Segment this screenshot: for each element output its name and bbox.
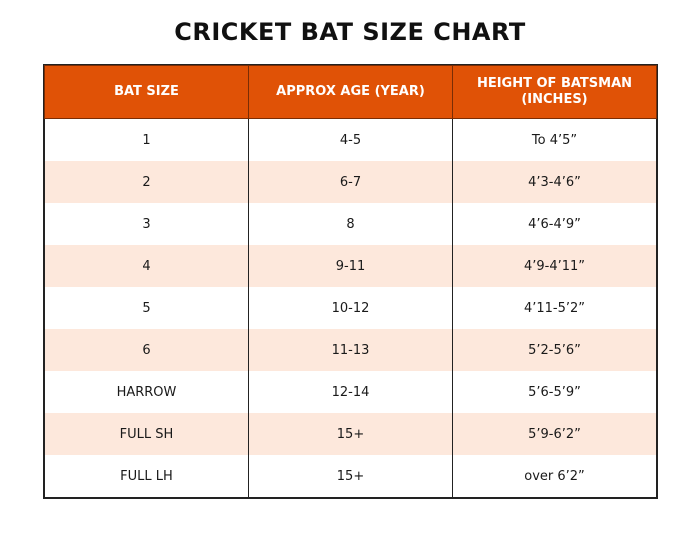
cell-approx-age: 11-13 [248,329,453,371]
table-row: 2 6-7 4’3-4’6” [44,161,657,203]
cell-bat-size: 3 [44,203,249,245]
cell-bat-size: FULL SH [44,413,249,455]
table-row: 5 10-12 4’11-5’2” [44,287,657,329]
cell-height: To 4’5” [452,118,657,161]
table-row: HARROW 12-14 5’6-5’9” [44,371,657,413]
cell-approx-age: 6-7 [248,161,453,203]
page-title: CRICKET BAT SIZE CHART [174,18,526,46]
cell-height: over 6’2” [452,455,657,498]
header-bat-size: BAT SIZE [44,65,249,119]
cell-approx-age: 12-14 [248,371,453,413]
cell-bat-size: 2 [44,161,249,203]
cell-height: 4’9-4’11” [452,245,657,287]
cell-height: 4’3-4’6” [452,161,657,203]
cell-approx-age: 9-11 [248,245,453,287]
table-header-row: BAT SIZE APPROX AGE (YEAR) HEIGHT OF BAT… [44,65,657,119]
bat-size-table: BAT SIZE APPROX AGE (YEAR) HEIGHT OF BAT… [43,64,658,499]
cell-approx-age: 15+ [248,413,453,455]
cell-bat-size: 6 [44,329,249,371]
cell-height: 4’11-5’2” [452,287,657,329]
table-row: FULL LH 15+ over 6’2” [44,455,657,498]
cell-bat-size: FULL LH [44,455,249,498]
header-height-of-batsman: HEIGHT OF BATSMAN (INCHES) [452,65,657,119]
cell-approx-age: 4-5 [248,118,453,161]
table-row: FULL SH 15+ 5’9-6’2” [44,413,657,455]
table-row: 4 9-11 4’9-4’11” [44,245,657,287]
cell-height: 5’6-5’9” [452,371,657,413]
table-row: 6 11-13 5’2-5’6” [44,329,657,371]
cell-bat-size: HARROW [44,371,249,413]
cell-approx-age: 15+ [248,455,453,498]
header-approx-age: APPROX AGE (YEAR) [248,65,453,119]
cell-approx-age: 10-12 [248,287,453,329]
cell-height: 4’6-4’9” [452,203,657,245]
cell-bat-size: 1 [44,118,249,161]
cell-height: 5’2-5’6” [452,329,657,371]
cell-height: 5’9-6’2” [452,413,657,455]
table-row: 1 4-5 To 4’5” [44,118,657,161]
cell-bat-size: 5 [44,287,249,329]
cell-bat-size: 4 [44,245,249,287]
cell-approx-age: 8 [248,203,453,245]
table-row: 3 8 4’6-4’9” [44,203,657,245]
